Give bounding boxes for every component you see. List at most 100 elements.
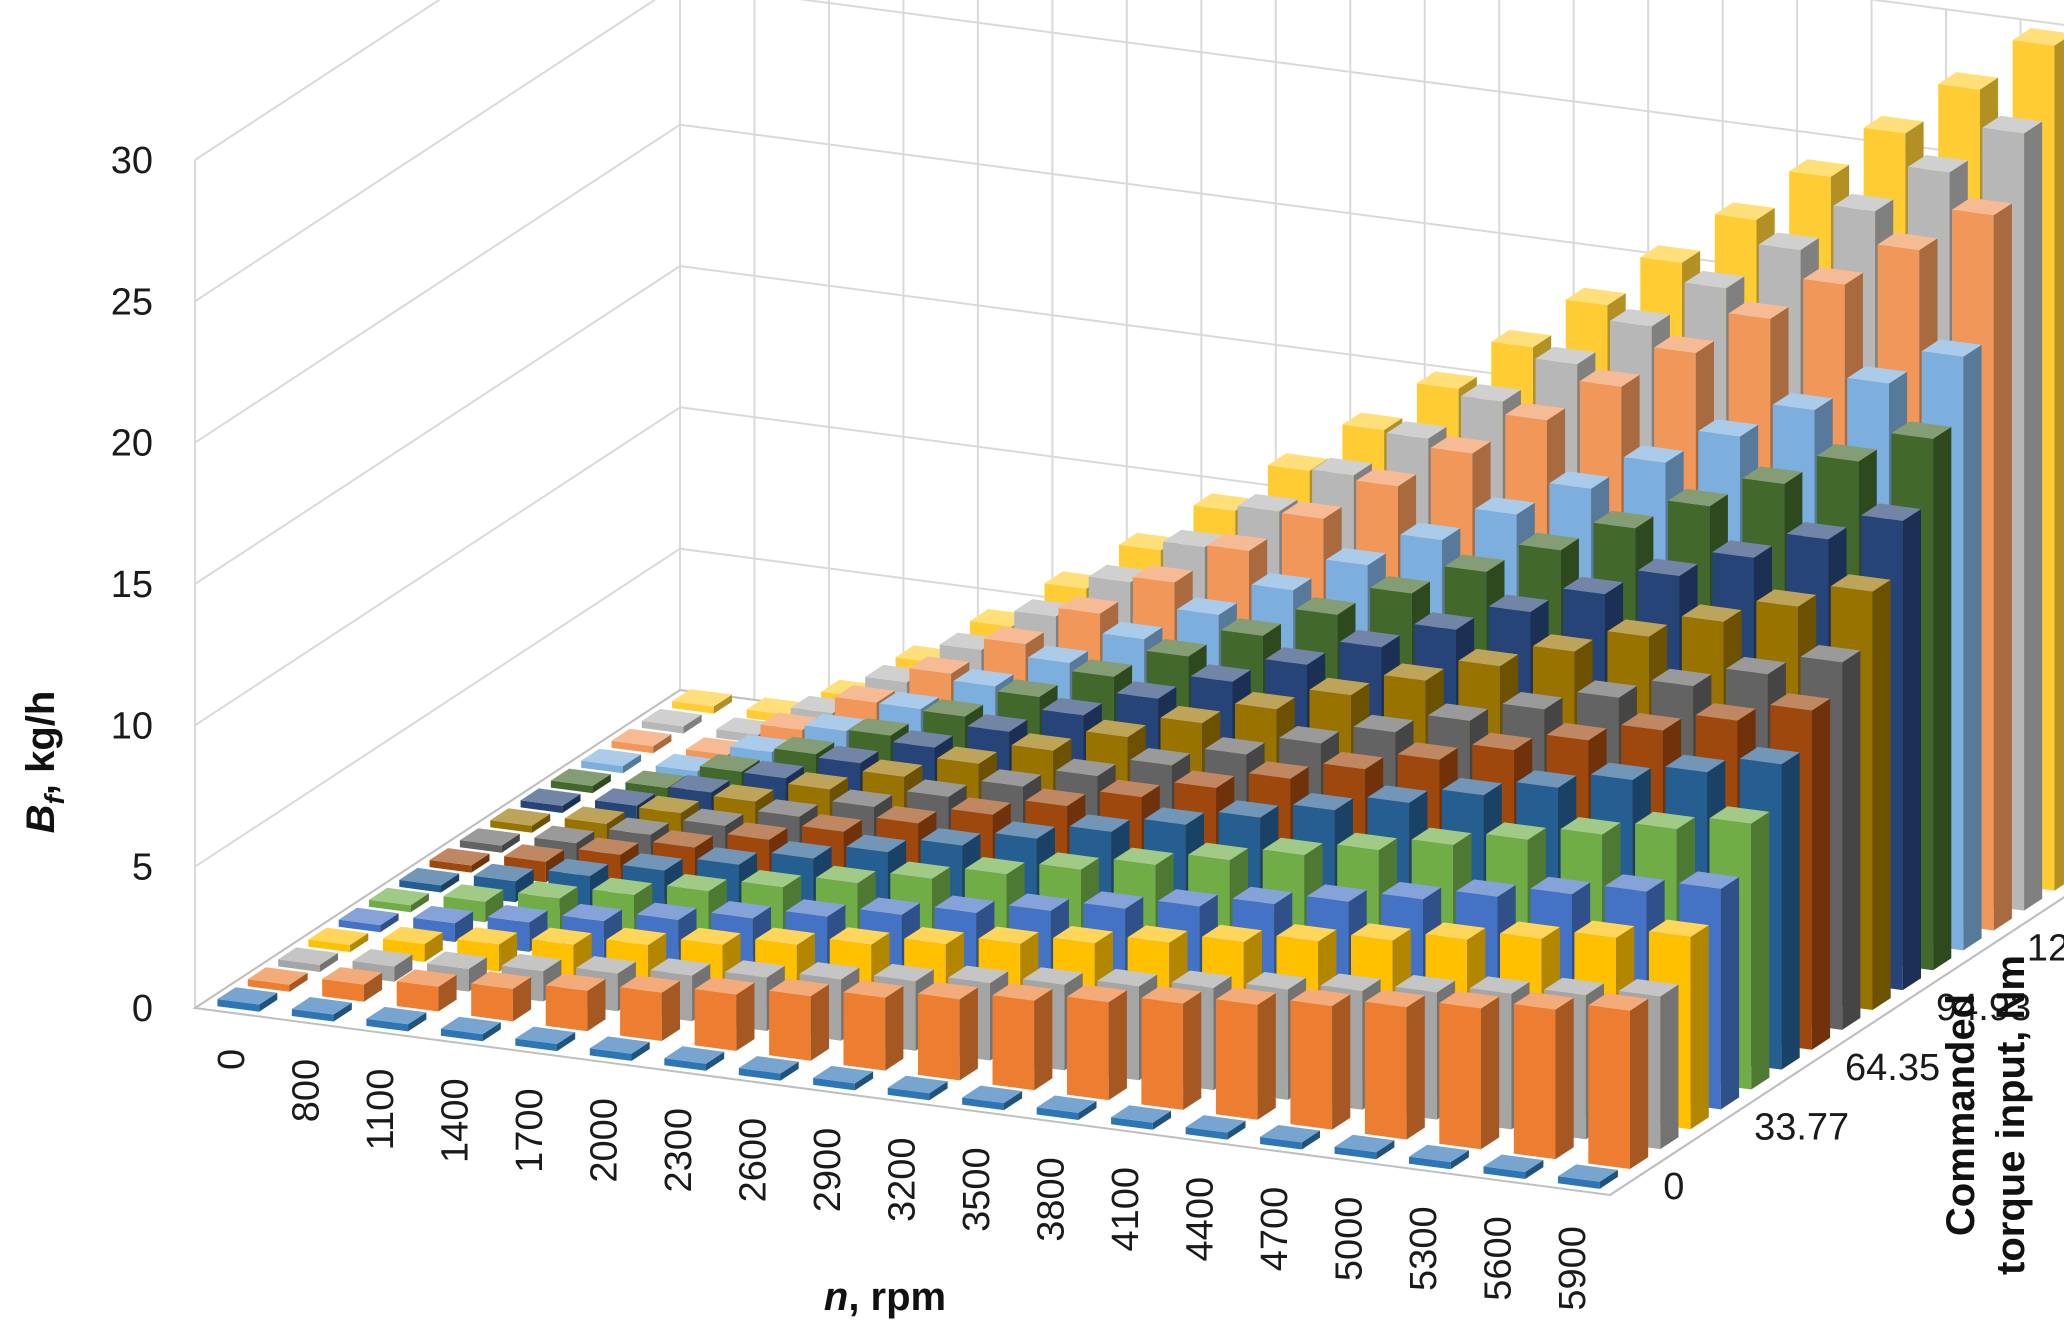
bar-top bbox=[625, 770, 686, 788]
bar-top bbox=[967, 714, 1028, 732]
bar-front bbox=[1215, 999, 1258, 1120]
bar-top bbox=[1083, 891, 1144, 909]
bar-front bbox=[338, 919, 381, 933]
bar-top bbox=[769, 978, 829, 997]
bar-top bbox=[399, 867, 460, 886]
y-axis-label: Bf, kg/h bbox=[19, 691, 70, 834]
x-tick-label: 1700 bbox=[509, 1088, 551, 1173]
bar-top bbox=[713, 784, 774, 802]
bar-top bbox=[785, 899, 846, 917]
bar-top bbox=[1549, 471, 1610, 489]
bar-top bbox=[413, 905, 474, 924]
bar-top bbox=[606, 927, 667, 946]
gridline-horizontal bbox=[194, 0, 2064, 303]
bar-top bbox=[1293, 792, 1353, 811]
bar-top bbox=[964, 857, 1025, 875]
bar-side bbox=[1257, 992, 1276, 1120]
bar-side bbox=[1781, 752, 1800, 1070]
bar-132.51-0 bbox=[611, 728, 672, 754]
bar-side bbox=[1525, 1160, 1544, 1179]
bar-top bbox=[1204, 737, 1265, 755]
bar-front bbox=[217, 999, 260, 1012]
bar-top bbox=[1532, 634, 1593, 652]
bar-top bbox=[534, 825, 595, 844]
depth-tick-label: 94.93 bbox=[1936, 987, 2031, 1029]
bar-71.35-0 bbox=[429, 848, 490, 873]
bar-side bbox=[1630, 998, 1649, 1169]
bar-top bbox=[978, 926, 1039, 944]
bar-top bbox=[1709, 806, 1770, 824]
x-tick-label: 1100 bbox=[360, 1069, 402, 1151]
bar-top bbox=[653, 830, 713, 848]
bar-top bbox=[1022, 967, 1083, 985]
bar-top bbox=[887, 1075, 948, 1094]
bar-side bbox=[289, 972, 308, 992]
x-tick-label: 2300 bbox=[658, 1108, 700, 1193]
bar-top bbox=[1215, 987, 1276, 1005]
bar-125.52-0 bbox=[581, 748, 642, 774]
bar-front bbox=[322, 979, 364, 1002]
bar-top bbox=[1386, 421, 1447, 439]
bar-top bbox=[1830, 574, 1891, 592]
bar-top bbox=[2012, 28, 2064, 46]
bar-top bbox=[611, 728, 672, 747]
bar-top bbox=[1574, 920, 1635, 938]
bar-top bbox=[471, 971, 532, 989]
bar-top bbox=[515, 1026, 576, 1044]
bar-top bbox=[1469, 976, 1530, 994]
bar-side bbox=[512, 977, 532, 1022]
bar-front bbox=[1260, 1136, 1302, 1150]
bar-side bbox=[1183, 991, 1202, 1110]
bar-10.19-800 bbox=[322, 967, 383, 1002]
depth-tick-label: 33.77 bbox=[1754, 1106, 1849, 1148]
bar-side bbox=[562, 794, 581, 813]
bar-side bbox=[1933, 426, 1952, 971]
bar-top bbox=[890, 861, 951, 879]
x-tick-label: 5300 bbox=[1403, 1206, 1445, 1291]
bar-top bbox=[1409, 1144, 1469, 1163]
bar-top bbox=[1472, 732, 1533, 751]
bar-top bbox=[694, 977, 755, 995]
bar-side bbox=[1003, 1091, 1023, 1111]
bar-front bbox=[366, 1018, 409, 1032]
bar-top bbox=[1651, 668, 1712, 687]
bar-side bbox=[259, 992, 278, 1012]
bar-top bbox=[1235, 691, 1295, 710]
bar-top bbox=[1952, 197, 2012, 216]
bar-side bbox=[1599, 1169, 1618, 1189]
x-tick-label: 4700 bbox=[1254, 1187, 1296, 1272]
x-tick-label: 2000 bbox=[584, 1098, 626, 1183]
bar-front bbox=[1334, 1146, 1377, 1160]
y-tick-label: 10 bbox=[111, 705, 153, 747]
bar-top bbox=[564, 806, 625, 824]
bar-top bbox=[1770, 693, 1831, 711]
bar-top bbox=[1772, 392, 1833, 411]
bar-front bbox=[1439, 1003, 1481, 1150]
bar-top bbox=[1370, 576, 1430, 594]
bar-top bbox=[1756, 589, 1817, 607]
bar-side bbox=[631, 1041, 650, 1061]
bar-top bbox=[1425, 922, 1486, 940]
bar-top bbox=[1621, 713, 1682, 731]
bar-side bbox=[780, 1061, 799, 1081]
bar-side bbox=[380, 913, 399, 933]
bar-10.19-5600 bbox=[1513, 992, 1574, 1160]
bar-top bbox=[771, 841, 832, 859]
bar-81.54-0 bbox=[459, 828, 520, 853]
bar-front bbox=[641, 720, 684, 734]
bar-top bbox=[520, 788, 581, 806]
bar-top bbox=[1144, 807, 1204, 825]
bar-top bbox=[1803, 267, 1863, 285]
bar-0-4400 bbox=[1185, 1115, 1246, 1140]
bar-top bbox=[427, 951, 487, 969]
bar-top bbox=[860, 897, 920, 915]
bar-side bbox=[1332, 994, 1351, 1130]
bar-top bbox=[501, 953, 562, 972]
bar-side bbox=[1376, 1140, 1395, 1160]
bar-side bbox=[713, 694, 732, 714]
bar-0-2900 bbox=[813, 1065, 874, 1091]
bar-front bbox=[581, 760, 623, 774]
bar-top bbox=[352, 949, 413, 967]
bar-10.19-4700 bbox=[1290, 988, 1351, 1130]
bar-50.96-0 bbox=[369, 887, 429, 913]
